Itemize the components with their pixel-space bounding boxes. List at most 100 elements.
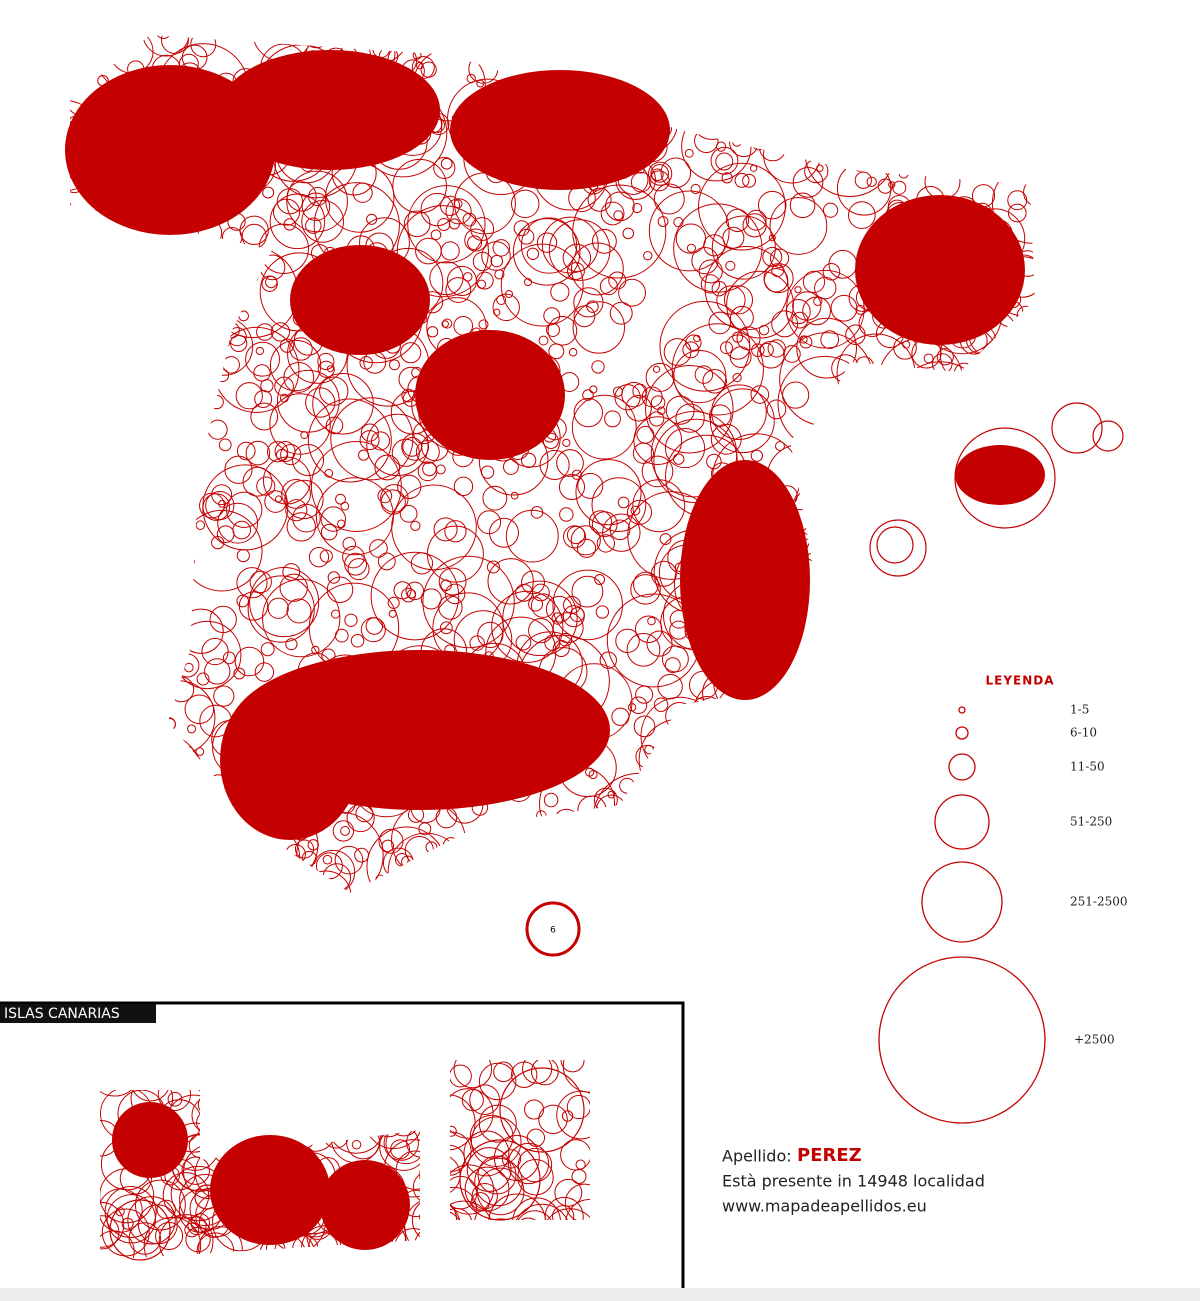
location-circle	[530, 506, 544, 519]
location-circle	[720, 584, 750, 615]
location-circle	[214, 72, 238, 95]
location-circle	[272, 1221, 293, 1242]
location-circle	[615, 628, 640, 654]
location-circle	[783, 345, 801, 363]
location-circle	[649, 411, 665, 427]
location-circle	[820, 330, 840, 349]
location-circle	[292, 444, 325, 477]
location-circle	[287, 323, 348, 384]
location-circle	[633, 416, 683, 465]
location-circle	[159, 131, 222, 195]
location-circle	[802, 270, 826, 294]
location-circle	[708, 404, 732, 427]
location-circle	[381, 645, 459, 723]
location-circle	[469, 635, 485, 651]
location-circle	[70, 172, 85, 194]
location-circle	[563, 525, 587, 549]
location-circle	[100, 1168, 155, 1224]
location-circle	[433, 517, 458, 542]
location-circle	[274, 441, 296, 463]
location-circle	[366, 242, 388, 264]
location-circle	[402, 437, 422, 457]
location-circle	[236, 567, 268, 599]
location-circle	[258, 131, 267, 140]
location-circle	[342, 536, 357, 551]
location-circle	[334, 845, 364, 875]
legend	[878, 706, 1046, 1124]
location-circle	[641, 455, 674, 488]
location-circle	[685, 334, 702, 351]
location-circle	[579, 132, 592, 145]
location-circle	[389, 687, 402, 699]
location-circle	[273, 198, 301, 226]
legend-circle	[955, 726, 969, 740]
location-circle	[657, 216, 669, 227]
location-circle	[363, 350, 387, 374]
location-circle	[520, 217, 578, 274]
location-circle	[177, 62, 202, 87]
location-circle	[759, 342, 774, 357]
location-circle	[604, 410, 621, 428]
location-circle	[599, 651, 617, 669]
location-circle	[252, 151, 269, 168]
location-circle	[591, 360, 605, 374]
location-circle	[325, 416, 344, 435]
location-circle	[760, 596, 780, 615]
location-circle	[921, 273, 1003, 355]
location-circle	[521, 570, 545, 595]
location-circle	[242, 466, 273, 497]
location-circle	[420, 588, 442, 610]
location-circle	[568, 184, 596, 213]
location-circle	[547, 315, 578, 346]
location-circle	[491, 590, 564, 663]
location-circle	[117, 1089, 166, 1138]
location-circle	[190, 35, 217, 58]
location-circle	[529, 355, 561, 387]
location-circle	[350, 634, 365, 648]
location-circle	[711, 384, 767, 441]
location-circle	[442, 318, 453, 329]
location-circle	[467, 706, 494, 733]
location-circle	[688, 521, 763, 596]
location-circle	[785, 299, 811, 325]
location-circle	[445, 277, 472, 303]
location-circle	[420, 61, 437, 78]
location-circle	[346, 804, 375, 833]
location-circle	[304, 35, 372, 93]
location-circle	[501, 408, 561, 468]
location-circle	[370, 431, 391, 451]
location-circle	[1014, 250, 1035, 277]
location-circle	[378, 828, 404, 854]
location-circle	[410, 520, 421, 531]
location-circle	[588, 510, 613, 534]
location-circle	[235, 382, 263, 410]
location-circle	[213, 685, 235, 707]
location-circle	[660, 596, 714, 649]
location-circle	[351, 1139, 362, 1150]
location-circle	[653, 418, 738, 504]
location-circle	[799, 335, 808, 344]
location-circle	[270, 756, 299, 785]
location-circle	[327, 571, 341, 584]
location-circle	[664, 657, 681, 674]
location-circle	[630, 505, 641, 516]
location-circle	[387, 596, 400, 609]
location-circle	[585, 767, 595, 777]
location-circle	[858, 309, 886, 337]
location-circle	[256, 476, 276, 496]
location-circle	[453, 1060, 493, 1089]
location-circle	[217, 502, 259, 544]
location-circle	[134, 1179, 186, 1231]
location-circle	[609, 301, 633, 325]
location-circle	[766, 399, 787, 420]
location-circle	[507, 1142, 550, 1185]
location-circle	[360, 617, 386, 643]
location-circle	[267, 597, 289, 619]
location-circle	[335, 493, 346, 505]
location-circle	[190, 1213, 211, 1233]
location-circle	[444, 520, 467, 543]
location-circle	[782, 552, 794, 563]
location-circle	[626, 499, 653, 525]
location-circle	[101, 163, 115, 177]
location-circle	[466, 73, 476, 84]
